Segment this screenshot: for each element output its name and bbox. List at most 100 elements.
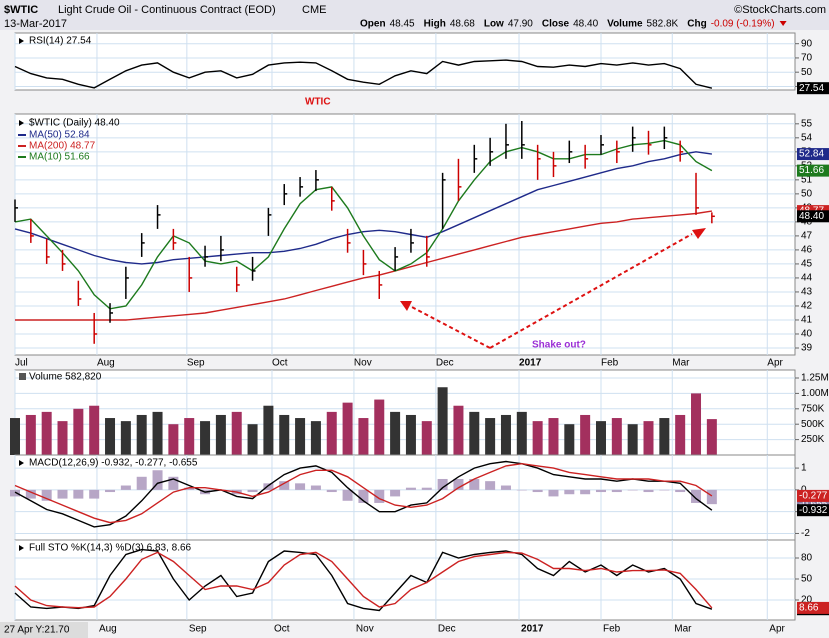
last-value-label: 51.66 (799, 165, 824, 176)
histogram-bar (247, 489, 258, 493)
x-tick-label: 2017 (521, 624, 544, 635)
panel (14, 539, 796, 621)
histogram-bar (310, 485, 321, 490)
legend-title: MACD(12,26,9) -0.932, -0.277, -0.655 (29, 458, 198, 469)
series-line (14, 551, 713, 609)
legend-swatch (19, 120, 24, 126)
annotation: Shake out? (532, 340, 586, 351)
volume-bar (595, 421, 606, 455)
volume-bar (611, 418, 622, 455)
histogram-bar (25, 489, 36, 499)
arrow-line (407, 304, 491, 349)
panel (14, 113, 796, 356)
legend-title: Full STO %K(14,3) %D(3) 6.83, 8.66 (29, 543, 192, 554)
series-line (15, 210, 713, 321)
volume-bar (706, 419, 717, 455)
histogram-bar (437, 478, 448, 490)
last-value-box (797, 489, 829, 502)
histogram-bar (263, 483, 274, 490)
arrow-head (692, 228, 706, 239)
volume-bar (105, 418, 116, 455)
x-tick-label: Sep (189, 624, 207, 635)
volume-bar (532, 421, 543, 455)
series-line (14, 59, 713, 89)
histogram-bar (580, 489, 591, 495)
y-tick-label: 47 (801, 231, 813, 242)
histogram-bar (120, 485, 131, 490)
histogram-bar (105, 489, 116, 493)
last-value-box (797, 164, 829, 177)
legend-swatch (19, 373, 26, 380)
x-tick-label: Feb (601, 358, 619, 369)
histogram-bar (152, 470, 163, 490)
histogram-bar (659, 489, 670, 491)
volume-bar (437, 387, 448, 455)
y-tick-label: 55 (801, 118, 813, 129)
quote-label: Close (542, 19, 570, 30)
copyright: ©StockCharts.com (734, 4, 826, 16)
histogram-bar (10, 489, 20, 497)
x-tick-label: Apr (767, 358, 783, 369)
x-tick-label: 2017 (519, 358, 542, 369)
y-tick-label: -2 (801, 528, 810, 539)
histogram-bar (390, 489, 401, 497)
x-tick-label: Sep (187, 358, 205, 369)
x-tick-label: Dec (436, 358, 454, 369)
histogram-bar (453, 478, 464, 490)
y-tick-label: 80 (801, 553, 813, 564)
volume-bar (279, 414, 290, 455)
volume-bar (500, 414, 511, 455)
y-tick-label: 50 (801, 574, 813, 585)
volume-bar (691, 393, 702, 455)
histogram-bar (675, 489, 686, 493)
quote-label: Chg (687, 19, 706, 30)
histogram-bar (89, 489, 100, 499)
y-tick-label: 1 (801, 463, 807, 474)
legend-title: RSI(14) 27.54 (29, 36, 92, 47)
histogram-bar (516, 489, 527, 491)
instrument-name: Light Crude Oil - Continuous Contract (E… (58, 4, 276, 16)
y-tick-label: 51 (801, 174, 813, 185)
series-line (14, 139, 713, 310)
quote-value: -0.09 (-0.19%) (711, 19, 775, 30)
histogram-bar (595, 489, 606, 493)
y-tick-label: 42 (801, 301, 813, 312)
volume-bar (120, 421, 131, 455)
last-value-label: -0.932 (799, 505, 828, 516)
histogram-bar (421, 487, 432, 490)
y-tick-label: 50 (801, 189, 813, 200)
cursor-readout: 27 Apr Y:21.70 (4, 625, 70, 636)
volume-bar (405, 414, 416, 455)
legend-label: MA(50) 52.84 (29, 130, 90, 141)
histogram-bar (564, 489, 575, 495)
volume-bar (136, 414, 147, 455)
y-tick-label: 500K (801, 419, 825, 430)
cursor-box (0, 622, 88, 638)
histogram-bar (279, 481, 290, 490)
legend-label: MA(200) 48.77 (29, 141, 96, 152)
volume-bar (675, 414, 686, 455)
y-tick-label: 45 (801, 259, 813, 270)
volume-bar (200, 421, 211, 455)
quote-value: 48.45 (390, 19, 415, 30)
volume-bar (564, 424, 575, 455)
series-line (14, 151, 713, 265)
symbol: $WTIC (4, 4, 38, 16)
x-tick-label: Dec (438, 624, 456, 635)
quote-label: Volume (607, 19, 643, 30)
volume-bar (57, 421, 68, 455)
y-tick-label: 40 (801, 329, 813, 340)
last-value-label: 8.66 (799, 603, 819, 614)
histogram-bar (706, 489, 717, 505)
volume-bar (485, 418, 496, 455)
change-arrow (779, 21, 787, 26)
volume-bar (659, 418, 670, 455)
series-line (14, 462, 713, 524)
volume-bar (516, 411, 527, 455)
last-value-box (797, 82, 829, 95)
x-tick-label: Aug (97, 358, 115, 369)
quote-label: Open (360, 19, 386, 30)
volume-bar (168, 424, 179, 455)
